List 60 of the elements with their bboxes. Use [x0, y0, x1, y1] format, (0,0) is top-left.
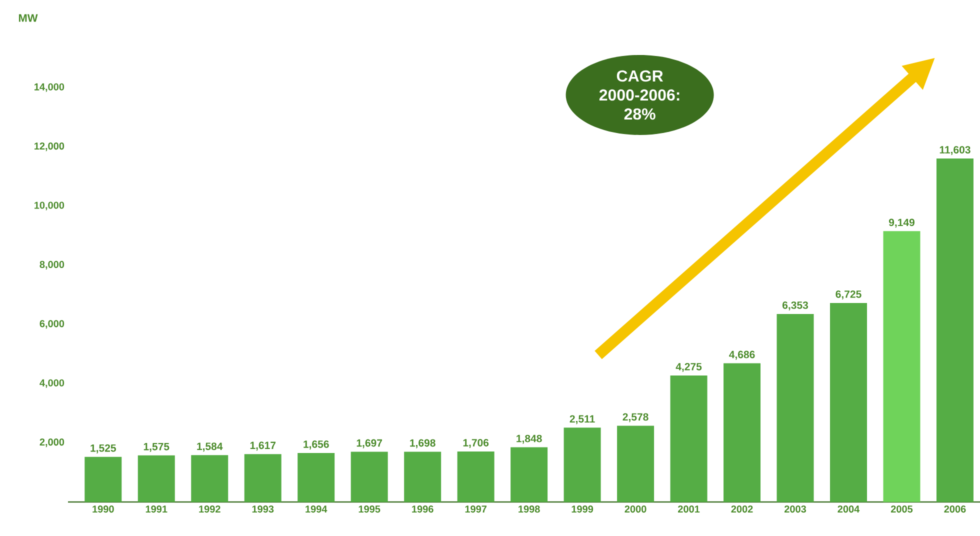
data-label: 4,275 — [676, 362, 702, 372]
data-label: 1,697 — [356, 439, 382, 448]
x-tick-label: 2005 — [890, 506, 913, 513]
text: MW — [18, 14, 38, 22]
x-tick-label: 2001 — [678, 506, 700, 513]
bar — [350, 452, 388, 502]
bar — [564, 428, 601, 502]
bar — [670, 375, 708, 502]
y-tick-label: 8,000 — [40, 260, 64, 270]
x-tick-label: 1997 — [465, 506, 487, 513]
data-label: 11,603 — [940, 146, 970, 156]
y-tick-label: 14,000 — [34, 83, 64, 92]
data-label: 6,353 — [782, 301, 808, 310]
bar — [404, 452, 442, 502]
x-tick-label: 1998 — [518, 506, 540, 513]
data-label: 1,575 — [144, 443, 170, 452]
data-label: 4,686 — [729, 350, 755, 360]
data-label: 1,617 — [250, 442, 276, 451]
data-label: 1,584 — [197, 442, 223, 452]
bar — [457, 452, 494, 502]
data-label: 9,149 — [888, 218, 914, 228]
data-label: 1,656 — [304, 440, 329, 450]
x-tick-label: 1999 — [572, 506, 594, 513]
bar — [776, 314, 814, 502]
data-label: 1,848 — [516, 434, 542, 444]
x-tick-label: 2003 — [784, 506, 806, 513]
data-label: 1,698 — [410, 439, 436, 448]
y-tick-label: 6,000 — [40, 320, 64, 329]
x-tick-label: 1992 — [199, 506, 220, 513]
bar — [936, 158, 974, 502]
x-tick-label: 1994 — [306, 506, 328, 513]
bar — [191, 455, 228, 502]
bar — [724, 363, 761, 502]
y-tick-label: 10,000 — [34, 202, 64, 210]
bar — [617, 426, 654, 502]
x-tick-label: 2002 — [731, 506, 753, 513]
bar — [510, 447, 548, 502]
y-tick-label: 2,000 — [40, 438, 64, 448]
y-tick-label: 12,000 — [34, 142, 64, 152]
data-label: 2,511 — [570, 415, 595, 424]
data-label: 1,706 — [463, 439, 489, 448]
data-label: 1,525 — [90, 444, 116, 454]
x-tick-label: 1991 — [146, 506, 168, 513]
bar — [244, 454, 282, 502]
bar — [883, 231, 920, 502]
x-tick-label: 2006 — [944, 506, 966, 513]
bar — [830, 302, 868, 502]
x-tick-label: 1993 — [252, 506, 274, 513]
x-tick-label: 2004 — [838, 506, 860, 513]
bar — [298, 452, 335, 502]
x-tick-label: 1995 — [358, 506, 380, 513]
y-tick-label: 4,000 — [40, 379, 64, 388]
x-tick-label: 1996 — [412, 506, 434, 513]
x-tick-label: 1990 — [92, 506, 114, 513]
annotation: CAGR 2000-2006: 28% — [599, 70, 680, 120]
bar — [84, 456, 122, 502]
bar — [138, 455, 175, 502]
data-label: 6,725 — [836, 290, 862, 300]
data-label: 2,578 — [622, 413, 648, 422]
x-tick-label: 2000 — [624, 506, 646, 513]
